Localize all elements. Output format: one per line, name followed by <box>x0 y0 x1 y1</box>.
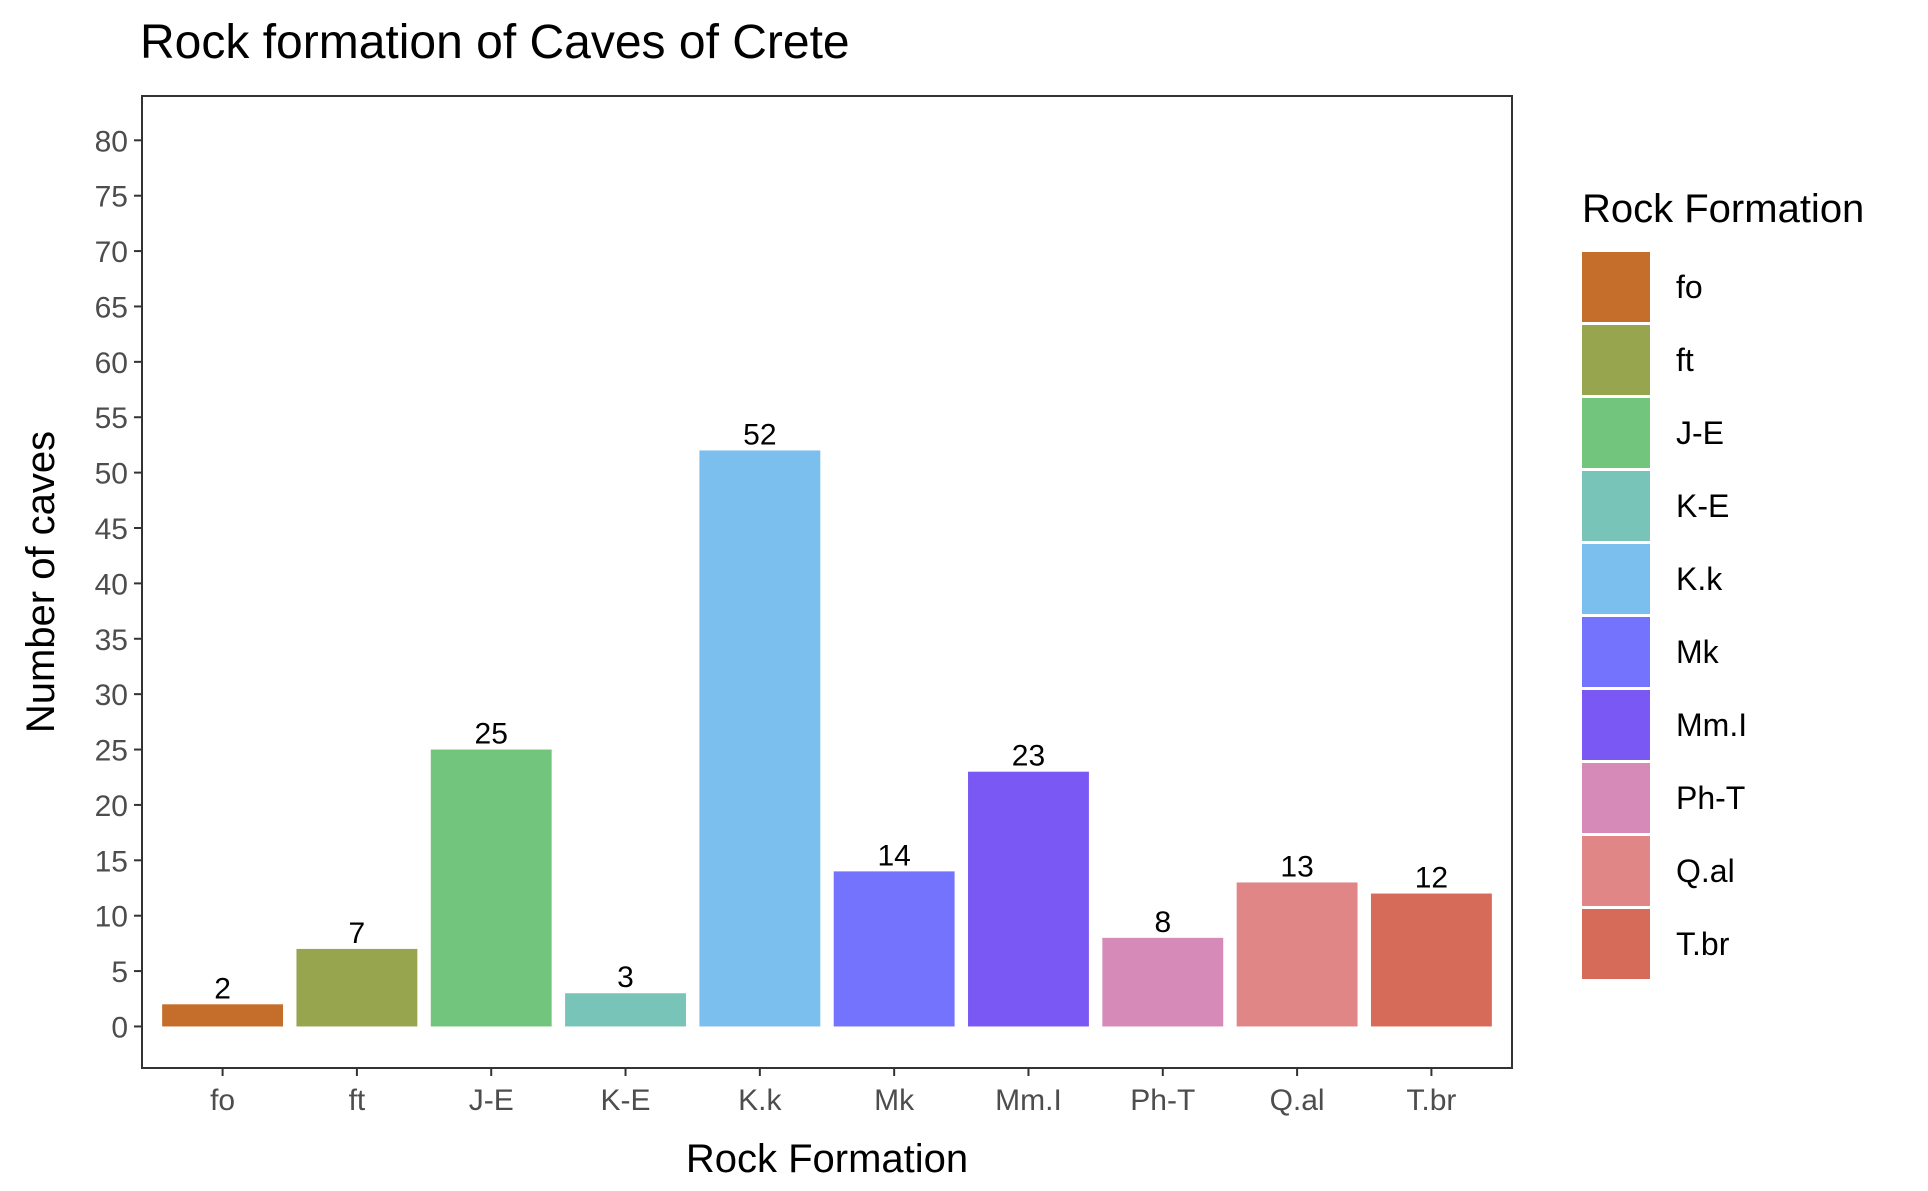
y-tick-label: 15 <box>95 845 128 878</box>
data-label: 25 <box>475 718 508 751</box>
chart-title: Rock formation of Caves of Crete <box>140 16 850 69</box>
bar <box>430 749 552 1027</box>
legend-label: Ph-T <box>1676 780 1745 816</box>
data-label: 2 <box>214 972 231 1005</box>
y-tick-label: 5 <box>111 956 128 989</box>
x-tick-label: fo <box>210 1084 235 1117</box>
x-tick-label: Mk <box>874 1084 915 1117</box>
legend-title: Rock Formation <box>1582 187 1864 231</box>
y-tick-label: 35 <box>95 624 128 657</box>
legend-label: T.br <box>1676 926 1730 962</box>
legend-key <box>1582 763 1650 833</box>
data-label: 23 <box>1012 740 1045 773</box>
x-tick-label: ft <box>349 1084 366 1117</box>
y-tick-label: 10 <box>95 901 128 934</box>
legend-label: fo <box>1676 269 1703 305</box>
y-tick-label: 75 <box>95 181 128 214</box>
legend: Rock Formation fo ft J-E K-E K.k Mk Mm.I Ph-T Q.… <box>1582 187 1864 979</box>
bar <box>162 1004 284 1027</box>
y-tick-label: 20 <box>95 790 128 823</box>
x-axis: fo ft J-E K-E K.k Mk Mm.I Ph-T Q.al T.br <box>210 1068 1456 1117</box>
x-tick-label: Ph-T <box>1130 1084 1195 1117</box>
x-tick-label: T.br <box>1406 1084 1456 1117</box>
data-label: 52 <box>743 418 776 451</box>
data-labels: 2 7 25 3 52 14 23 8 13 12 <box>214 418 1448 1005</box>
y-tick-label: 30 <box>95 679 128 712</box>
x-axis-title: Rock Formation <box>686 1137 968 1181</box>
y-axis: 0 5 10 15 20 25 30 35 40 45 50 55 60 65 70 75 80 <box>95 125 142 1044</box>
y-tick-label: 65 <box>95 291 128 324</box>
y-tick-label: 70 <box>95 236 128 269</box>
y-tick-label: 50 <box>95 458 128 491</box>
legend-key <box>1582 544 1650 614</box>
bar <box>968 771 1089 1027</box>
legend-label: ft <box>1676 342 1694 378</box>
data-label: 8 <box>1154 906 1171 939</box>
y-axis-title: Number of caves <box>19 431 63 733</box>
legend-key <box>1582 617 1650 687</box>
legend-key <box>1582 325 1650 395</box>
data-label: 13 <box>1280 850 1313 883</box>
y-tick-label: 40 <box>95 568 128 601</box>
data-label: 14 <box>877 839 910 872</box>
bar <box>1370 893 1492 1027</box>
x-tick-label: K.k <box>738 1084 782 1117</box>
legend-key <box>1582 836 1650 906</box>
legend-label: Q.al <box>1676 853 1735 889</box>
data-label: 12 <box>1415 862 1448 895</box>
bar <box>1102 937 1224 1027</box>
legend-key <box>1582 398 1650 468</box>
legend-label: K.k <box>1676 561 1723 597</box>
y-tick-label: 0 <box>111 1011 128 1044</box>
legend-key <box>1582 909 1650 979</box>
legend-label: K-E <box>1676 488 1729 524</box>
bar <box>565 993 686 1027</box>
legend-label: Mm.I <box>1676 707 1747 743</box>
data-label: 7 <box>349 917 366 950</box>
y-tick-label: 60 <box>95 347 128 380</box>
legend-key <box>1582 690 1650 760</box>
x-tick-label: Mm.I <box>995 1084 1062 1117</box>
legend-label: Mk <box>1676 634 1720 670</box>
legend-label: J-E <box>1676 415 1724 451</box>
x-tick-label: Q.al <box>1270 1084 1325 1117</box>
legend-key <box>1582 471 1650 541</box>
y-tick-label: 45 <box>95 513 128 546</box>
bar <box>296 948 418 1027</box>
bar <box>833 871 955 1027</box>
bar <box>1236 882 1358 1027</box>
x-tick-label: K-E <box>601 1084 651 1117</box>
bar <box>699 450 821 1027</box>
data-label: 3 <box>617 961 634 994</box>
y-tick-label: 80 <box>95 125 128 158</box>
bars <box>162 450 1492 1027</box>
y-tick-label: 55 <box>95 402 128 435</box>
y-tick-label: 25 <box>95 735 128 768</box>
legend-key <box>1582 252 1650 322</box>
x-tick-label: J-E <box>469 1084 514 1117</box>
